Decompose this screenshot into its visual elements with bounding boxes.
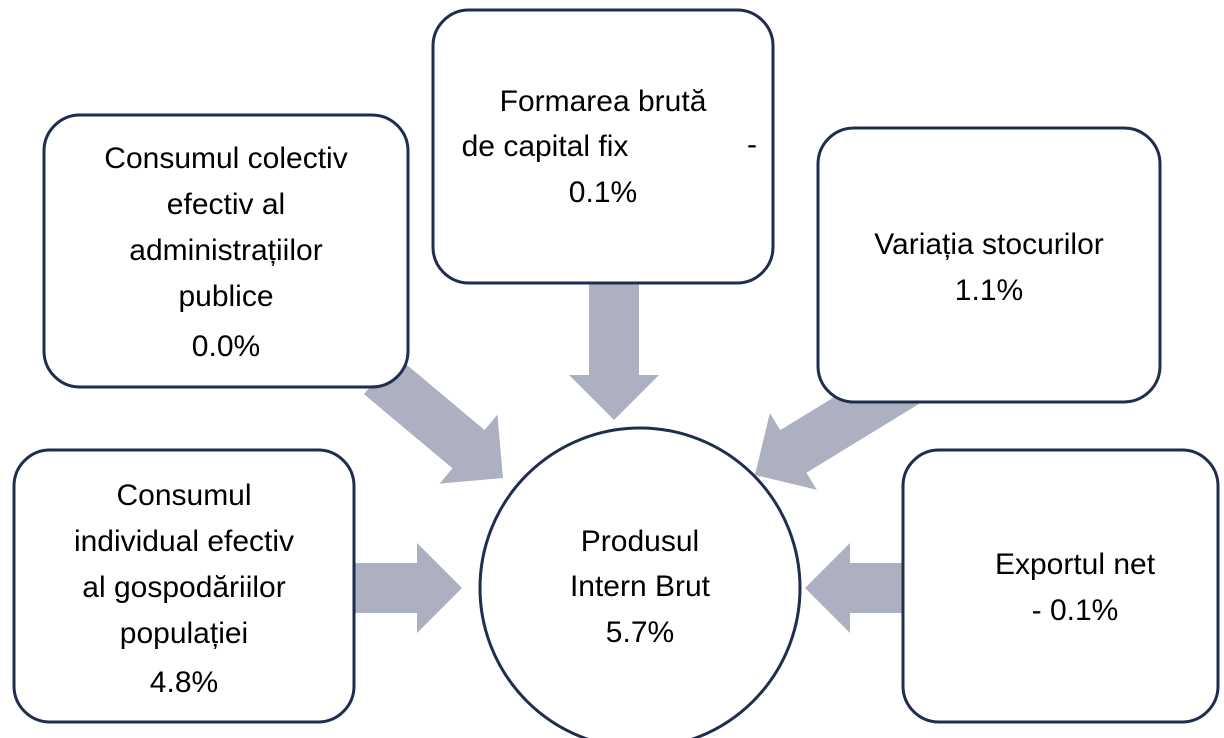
center-node: [478, 426, 802, 738]
node-label: individual efectiv: [74, 525, 294, 558]
node-value: 0.0%: [192, 330, 260, 363]
center-value: 5.7%: [606, 616, 674, 649]
node-label: -: [747, 128, 757, 161]
arrow: [363, 355, 504, 484]
node-label: efectiv al: [167, 188, 285, 221]
node-box: [42, 113, 410, 389]
arrow: [569, 280, 659, 420]
node-value: 0.1%: [569, 176, 637, 209]
node-label: populației: [120, 617, 248, 650]
arrow: [805, 543, 908, 633]
node-label: Consumul: [116, 479, 251, 512]
node-label: de capital fix: [462, 130, 629, 163]
arrow: [350, 543, 462, 633]
node-box: [816, 126, 1162, 404]
node-box: [431, 8, 775, 285]
node-box: [901, 448, 1220, 724]
node-label: Exportul net: [995, 548, 1156, 581]
node-label: Variația stocurilor: [874, 228, 1104, 261]
node-box: [12, 448, 356, 724]
center-label: Produsul: [581, 525, 699, 558]
node-label: administrațiilor: [129, 234, 322, 267]
node-label: publice: [178, 280, 273, 313]
node-value: 1.1%: [955, 274, 1023, 307]
node-label: al gospodăriilor: [82, 571, 285, 604]
center-label: Intern Brut: [570, 570, 711, 603]
node-label: Consumul colectiv: [104, 142, 347, 175]
node-label: Formarea brută: [500, 85, 707, 118]
arrows: [350, 280, 924, 633]
node-value: 4.8%: [150, 666, 218, 699]
node-value: - 0.1%: [1032, 594, 1119, 627]
